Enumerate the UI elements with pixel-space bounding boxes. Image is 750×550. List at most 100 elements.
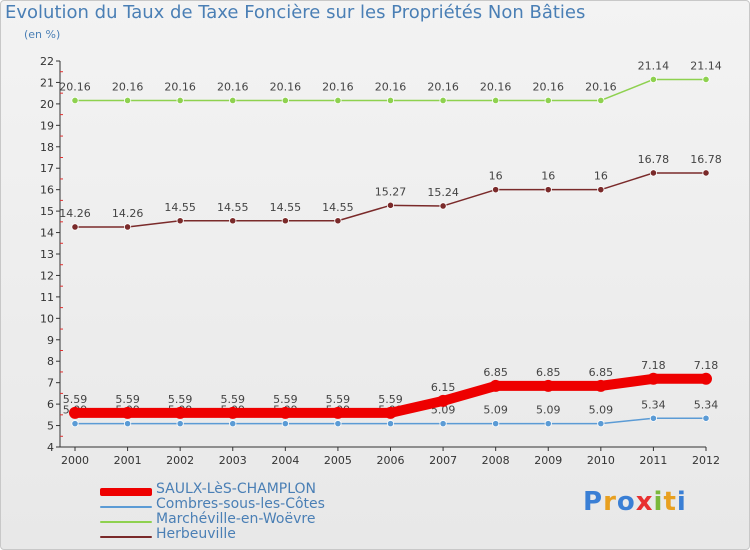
x-tick-label: 2001 [114,454,142,467]
data-point [386,96,395,105]
legend-label-saulx: SAULX-LèS-CHAMPLON [156,481,317,497]
x-tick-label: 2003 [219,454,247,467]
data-label: 15.27 [375,185,407,198]
data-label: 14.55 [270,201,302,214]
x-tick-label: 2008 [482,454,510,467]
data-label: 5.09 [589,404,614,417]
x-tick-label: 2002 [166,454,194,467]
data-point [489,379,502,392]
y-tick-label: 22 [40,55,54,68]
legend-label-marcheville: Marchéville-en-Woëvre [156,511,316,527]
data-label: 20.16 [533,80,565,93]
data-label: 7.18 [641,359,666,372]
data-label: 20.16 [322,80,354,93]
data-point [334,420,342,428]
data-point [702,169,710,177]
data-label: 14.26 [59,207,91,220]
data-label: 6.85 [536,366,561,379]
y-tick-label: 19 [40,119,54,132]
y-tick-label: 14 [40,227,54,240]
data-point [69,406,81,419]
data-point [594,379,607,392]
data-point [544,186,552,194]
data-label: 20.16 [112,80,144,93]
data-point [544,420,552,428]
data-point [229,217,237,225]
y-tick-label: 15 [40,205,54,218]
y-tick-label: 7 [47,377,54,390]
data-label: 21.14 [690,59,722,72]
data-point [176,420,184,428]
data-point [121,406,134,419]
x-tick-label: 2004 [271,454,299,467]
data-label: 5.09 [536,404,561,417]
data-label: 20.16 [585,80,617,93]
data-point [542,379,555,392]
data-label: 16 [594,170,608,183]
data-label: 5.59 [378,393,403,406]
y-tick-label: 12 [40,269,54,282]
x-tick-label: 2011 [639,454,667,467]
data-label: 16 [489,170,503,183]
data-label: 5.09 [483,404,508,417]
data-label: 14.55 [164,201,196,214]
proxiti-logo: Proxiti [583,487,687,517]
data-point [174,406,187,419]
legend-swatch-marcheville [100,521,152,523]
x-tick-label: 2010 [587,454,615,467]
logo-letter: i [653,487,664,517]
data-point [331,406,344,419]
data-label: 5.34 [694,398,719,411]
y-tick-label: 13 [40,248,54,261]
data-label: 20.16 [59,80,91,93]
data-point [71,96,79,105]
y-tick-label: 8 [47,355,54,368]
data-label: 6.85 [589,366,614,379]
legend-label-combres: Combres-sous-les-Côtes [156,496,325,512]
data-point [281,420,289,428]
data-point [71,420,79,428]
data-point [597,96,605,105]
data-label: 7.18 [694,359,719,372]
data-point [226,406,239,419]
data-point [386,201,395,209]
data-point [334,96,342,105]
legend-label-herbeuville: Herbeuville [156,526,236,542]
data-point [439,420,447,428]
data-point [123,420,132,428]
data-label: 5.59 [221,393,246,406]
y-tick-label: 9 [47,334,54,347]
data-label: 14.55 [217,201,249,214]
x-tick-label: 2000 [61,454,89,467]
data-label: 5.59 [115,393,140,406]
data-point [597,186,605,194]
data-label: 14.26 [112,207,144,220]
data-point [702,75,710,84]
data-label: 5.59 [63,393,88,406]
y-tick-label: 20 [40,98,54,111]
data-point [279,406,292,419]
chart-title: Evolution du Taux de Taxe Foncière sur l… [5,2,586,23]
data-label: 14.55 [322,201,354,214]
data-point [702,414,710,422]
data-label: 20.16 [217,80,249,93]
y-tick-label: 21 [40,76,54,89]
data-point [229,420,237,428]
y-tick-label: 5 [47,420,54,433]
legend-swatch-saulx [100,488,152,496]
y-tick-label: 10 [40,312,54,325]
logo-letter: t [663,487,677,517]
data-point [439,96,447,105]
x-tick-label: 2007 [429,454,457,467]
y-tick-label: 6 [47,398,54,411]
data-point [597,420,605,428]
data-label: 20.16 [270,80,302,93]
data-label: 16.78 [638,153,670,166]
data-label: 15.24 [427,186,459,199]
data-label: 5.59 [273,393,298,406]
logo-letter: i [676,487,687,517]
data-point [492,420,500,428]
x-tick-label: 2012 [692,454,720,467]
data-label: 5.59 [326,393,351,406]
